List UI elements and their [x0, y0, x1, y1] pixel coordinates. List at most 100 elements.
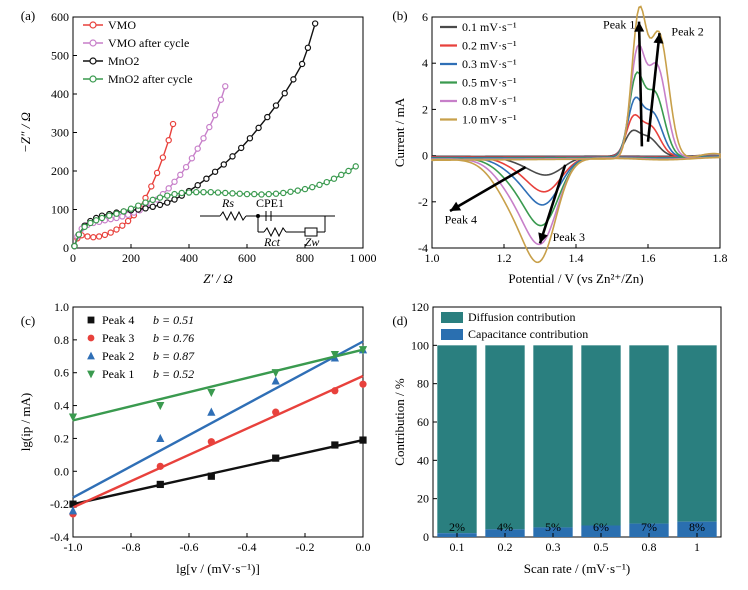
- data-point: [98, 214, 106, 222]
- arrow-peak-4: [449, 166, 527, 213]
- data-point: [68, 506, 78, 515]
- y-tick-label: 6: [422, 10, 428, 24]
- x-tick-label: 1.6: [641, 251, 656, 265]
- y-tick-label: 4: [422, 56, 428, 70]
- legend-marker: [87, 351, 95, 360]
- legend-b-value: b = 0.51: [153, 313, 194, 327]
- panel-a-ylabel: −Z″ / Ω: [18, 112, 33, 153]
- data-point: [207, 188, 214, 196]
- data-point: [135, 202, 142, 209]
- data-point: [207, 438, 215, 446]
- arrow-peak-3: [538, 164, 567, 244]
- data-point: [304, 44, 312, 52]
- data-point: [177, 171, 184, 179]
- data-point: [148, 183, 155, 190]
- legend-entry: MnO2: [108, 54, 139, 68]
- data-point: [92, 217, 100, 224]
- data-point: [113, 210, 120, 217]
- legend-entry: Peak 4: [102, 313, 134, 327]
- legend-entry: 1.0 mV·s⁻¹: [462, 113, 517, 127]
- bar-diffusion: [677, 345, 717, 522]
- data-point: [84, 233, 91, 240]
- data-point: [185, 189, 193, 196]
- data-point: [194, 145, 201, 152]
- y-tick-label: 120: [411, 300, 429, 314]
- x-tick-label: 0.8: [642, 540, 657, 554]
- data-point: [164, 199, 171, 206]
- data-point: [222, 83, 229, 90]
- legend-marker: [87, 316, 95, 324]
- arrow-peak-1-head: [634, 21, 645, 32]
- bar-diffusion: [533, 345, 573, 528]
- data-point: [222, 189, 229, 197]
- data-point: [271, 369, 280, 378]
- data-point: [352, 163, 359, 170]
- data-point: [119, 213, 126, 220]
- legend-marker: [87, 370, 95, 379]
- panel-c-xlabel: lg[v / (mV·s⁻¹)]: [176, 561, 260, 576]
- panel-b-xlabel: Potential / V (vs Zn²⁺/Zn): [508, 271, 643, 286]
- legend-swatch: [441, 329, 463, 340]
- legend-entry: MnO2 after cycle: [108, 72, 193, 86]
- data-point: [294, 187, 301, 194]
- y-tick-label: 200: [51, 164, 69, 178]
- data-point: [229, 190, 236, 197]
- data-point: [272, 190, 280, 197]
- data-point: [107, 229, 114, 236]
- data-point: [171, 196, 178, 203]
- x-tick-label: 600: [238, 251, 256, 265]
- x-tick-label: 0.5: [594, 540, 609, 554]
- y-tick-label: -0.4: [50, 530, 69, 544]
- legend-entry: Peak 1: [102, 367, 134, 381]
- y-tick-label: 300: [51, 126, 69, 140]
- inset-label-cpe: CPE1: [256, 196, 284, 210]
- x-tick-label: 0.2: [498, 540, 513, 554]
- bar-data-label: 7%: [641, 520, 657, 534]
- bar-diffusion: [437, 345, 477, 534]
- y-tick-label: 600: [51, 10, 69, 24]
- data-point: [113, 226, 120, 233]
- y-tick-label: 400: [51, 87, 69, 101]
- legend-entry: Peak 3: [102, 331, 134, 345]
- data-point: [359, 380, 367, 388]
- data-point: [255, 124, 262, 132]
- data-point: [206, 123, 213, 131]
- data-point: [101, 231, 109, 239]
- arrow-peak-2: [646, 33, 661, 142]
- y-tick-label: 0.2: [54, 431, 69, 445]
- data-point: [358, 346, 368, 355]
- data-point: [194, 182, 201, 189]
- y-tick-label: 100: [411, 338, 429, 352]
- legend-entry: 0.2 mV·s⁻¹: [462, 39, 517, 53]
- bar-capacitance: [629, 523, 669, 537]
- data-point: [211, 168, 219, 175]
- data-point: [153, 169, 161, 177]
- data-point: [124, 211, 132, 219]
- y-tick-label: 2: [422, 102, 428, 116]
- legend-marker: [89, 57, 97, 65]
- data-point: [165, 185, 172, 192]
- legend-entry: Peak 2: [102, 349, 134, 363]
- legend-entry: VMO after cycle: [108, 36, 189, 50]
- y-tick-label: 0.6: [54, 366, 69, 380]
- data-point: [243, 190, 251, 198]
- x-tick-label: 1.8: [713, 251, 728, 265]
- inset-label-rct: Rct: [263, 235, 281, 249]
- data-point: [330, 351, 339, 360]
- equivalent-circuit-inset: Rs CPE1 Rct Zw: [200, 196, 335, 249]
- data-point: [87, 219, 94, 227]
- data-point: [298, 60, 306, 68]
- annotation-peak-4: Peak 4: [445, 213, 477, 227]
- legend-entry: Capacitance contribution: [468, 327, 588, 341]
- data-point: [246, 135, 254, 142]
- panel-a-label: (a): [21, 8, 35, 23]
- data-point: [281, 90, 288, 97]
- data-point: [359, 436, 367, 444]
- data-point: [207, 472, 215, 480]
- data-point: [251, 190, 258, 198]
- x-tick-label: 1.0: [425, 251, 440, 265]
- x-tick-label: 0.3: [546, 540, 561, 554]
- legend-marker: [89, 39, 97, 47]
- x-tick-label: 1.2: [497, 251, 512, 265]
